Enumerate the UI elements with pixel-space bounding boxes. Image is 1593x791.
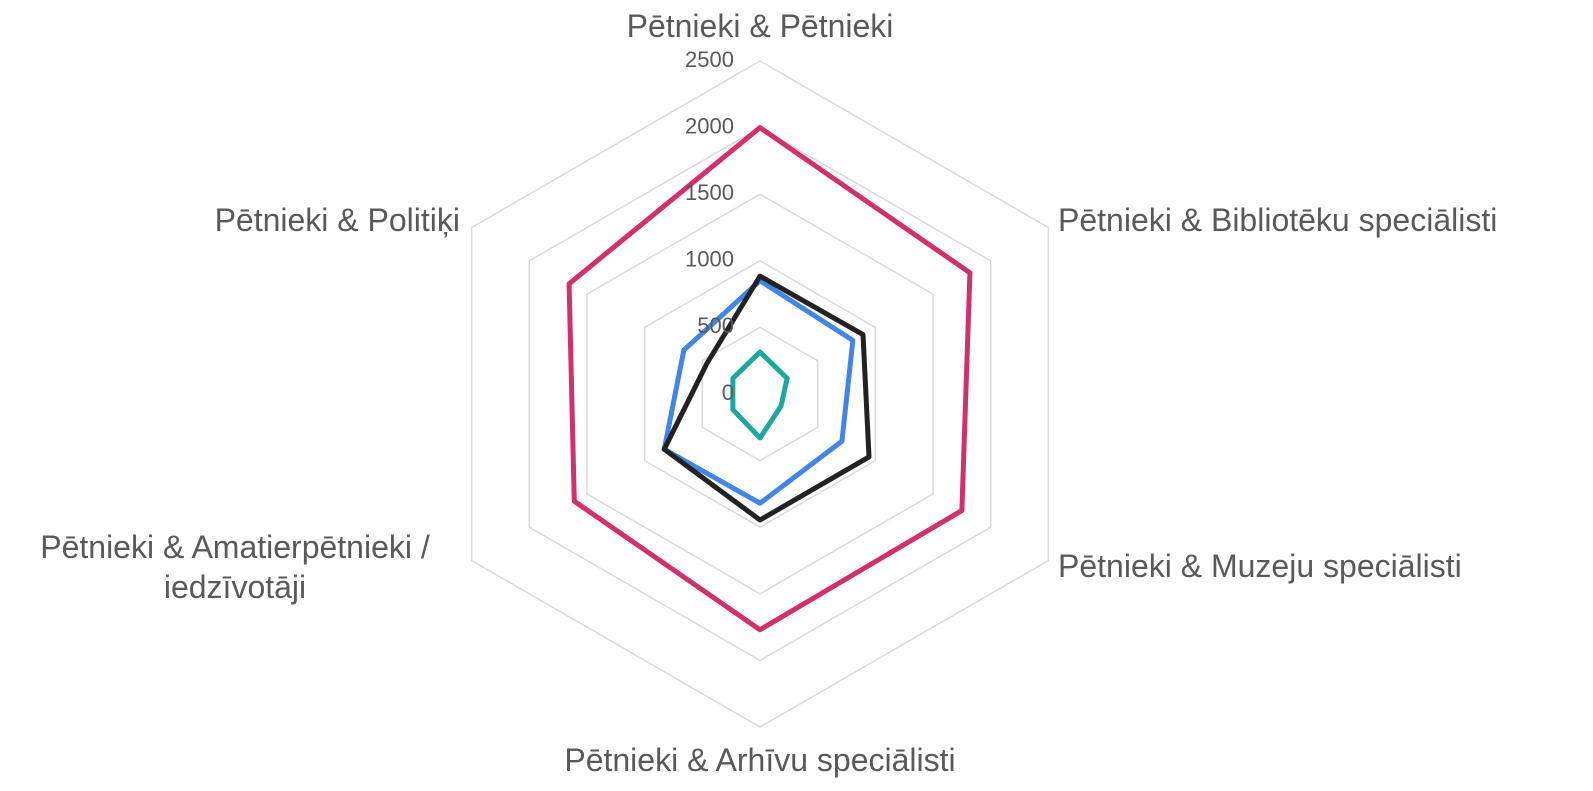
tick-label: 1000 bbox=[685, 247, 734, 272]
tick-label: 500 bbox=[697, 313, 734, 338]
axis-label: Pētnieki & Arhīvu speciālisti bbox=[564, 742, 956, 778]
tick-label: 0 bbox=[722, 380, 734, 405]
grid-ring bbox=[701, 326, 819, 462]
axis-label: Pētnieki & Pētnieki bbox=[626, 8, 894, 44]
axis-label: Pētnieki & Bibliotēku speciālisti bbox=[1058, 202, 1498, 238]
grid-ring bbox=[643, 259, 877, 529]
tick-label: 2500 bbox=[685, 47, 734, 72]
grid-ring bbox=[470, 60, 1050, 728]
axis-label: Pētnieki & Amatierpētnieki / iedzīvotāji bbox=[40, 529, 430, 605]
grid-ring bbox=[528, 126, 992, 662]
grid-ring bbox=[586, 193, 934, 595]
series-line bbox=[661, 273, 872, 523]
tick-label: 2000 bbox=[685, 113, 734, 138]
tick-label: 1500 bbox=[685, 180, 734, 205]
series-line bbox=[566, 125, 973, 633]
axis-label: Pētnieki & Muzeju speciālisti bbox=[1058, 548, 1462, 584]
series-line bbox=[730, 349, 790, 441]
series-line bbox=[661, 278, 856, 506]
axis-label: Pētnieki & Politiķi bbox=[214, 202, 460, 238]
